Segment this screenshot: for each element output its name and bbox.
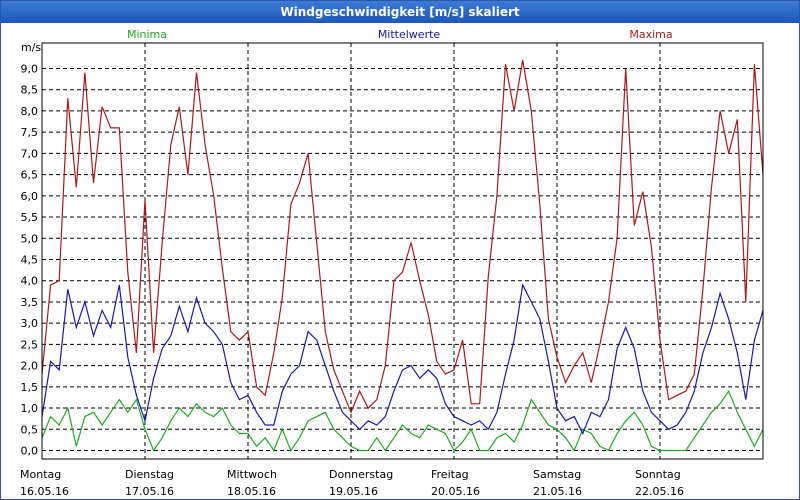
x-day-label: Freitag xyxy=(431,468,469,481)
plot-frame xyxy=(41,42,764,460)
series-line-minima xyxy=(41,389,764,452)
y-tick-label: 2,5 xyxy=(21,338,39,351)
x-date-label: 18.05.16 xyxy=(227,485,276,498)
legend-maxima: Maxima xyxy=(629,28,672,41)
x-date-label: 19.05.16 xyxy=(329,485,378,498)
y-tick-label: 2,0 xyxy=(21,360,39,373)
series-lines xyxy=(41,59,764,452)
x-day-label: Mittwoch xyxy=(227,468,277,481)
y-tick-label: 6,5 xyxy=(21,169,39,182)
y-tick-label: 3,5 xyxy=(21,296,39,309)
y-tick-label: 1,0 xyxy=(21,402,39,415)
x-day-label: Samstag xyxy=(533,468,581,481)
y-tick-label: 7,0 xyxy=(21,147,39,160)
y-tick-label: 3,0 xyxy=(21,317,39,330)
y-tick-label: 4,5 xyxy=(21,253,39,266)
y-tick-label: 6,0 xyxy=(21,190,39,203)
legend-minima: Minima xyxy=(127,28,167,41)
y-tick-label: 8,0 xyxy=(21,105,39,118)
x-date-label: 22.05.16 xyxy=(635,485,684,498)
legend-mittelwerte: Mittelwerte xyxy=(378,28,441,41)
y-tick-label: 8,5 xyxy=(21,84,39,97)
x-day-label: Sonntag xyxy=(635,468,681,481)
y-tick-label: 9,0 xyxy=(21,62,39,75)
x-day-label: Dienstag xyxy=(125,468,174,481)
y-tick-label: 5,5 xyxy=(21,211,39,224)
x-day-label: Montag xyxy=(20,468,61,481)
x-date-label: 21.05.16 xyxy=(533,485,582,498)
x-date-label: 16.05.16 xyxy=(20,485,69,498)
series-line-mittelwerte xyxy=(41,283,764,435)
y-tick-label: 4,0 xyxy=(21,275,39,288)
y-tick-label: 5,0 xyxy=(21,232,39,245)
x-tick-labels: Montag 16.05.16 Dienstag 17.05.16 Mittwoch 18… xyxy=(20,468,684,498)
y-tick-labels: 0,0 0,5 1,0 1,5 2,0 2,5 3,0 3,5 4,0 4,5 5,0 5,5 6,0 6… xyxy=(21,62,39,457)
x-date-label: 20.05.16 xyxy=(431,485,480,498)
y-tick-label: 0,0 xyxy=(21,445,39,458)
x-date-label: 17.05.16 xyxy=(125,485,174,498)
x-day-label: Donnerstag xyxy=(329,468,393,481)
y-axis-unit: m/s xyxy=(21,41,41,54)
y-tick-label: 7,5 xyxy=(21,126,39,139)
series-line-maxima xyxy=(41,59,764,414)
window-title: Windgeschwindigkeit [m/s] skaliert xyxy=(1,1,799,23)
y-tick-label: 0,5 xyxy=(21,423,39,436)
y-tick-label: 1,5 xyxy=(21,381,39,394)
